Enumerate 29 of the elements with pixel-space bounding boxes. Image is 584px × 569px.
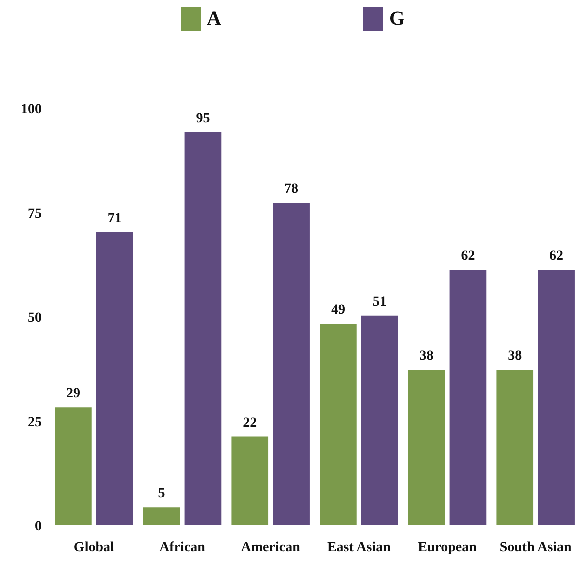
legend-label: G xyxy=(389,8,406,30)
y-tick-label: 50 xyxy=(28,311,42,326)
x-tick-label: Global xyxy=(74,540,114,556)
y-tick-label: 100 xyxy=(21,102,42,118)
data-label: 78 xyxy=(284,182,299,198)
x-tick-label: European xyxy=(418,540,478,556)
legend-label: A xyxy=(207,8,222,30)
x-tick-label: East Asian xyxy=(327,540,392,556)
data-label: 29 xyxy=(66,386,80,402)
data-label: 62 xyxy=(461,248,476,264)
data-label: 5 xyxy=(158,486,166,502)
bar xyxy=(448,268,488,527)
y-tick-label: 75 xyxy=(28,206,42,222)
data-label: 71 xyxy=(108,211,122,226)
bar xyxy=(183,130,224,527)
y-tick-label: 25 xyxy=(28,415,42,430)
bar xyxy=(142,506,182,527)
data-label: 62 xyxy=(550,248,564,264)
data-label: 38 xyxy=(508,349,522,364)
bar xyxy=(406,368,447,527)
x-tick-label: African xyxy=(160,540,206,556)
data-label: 51 xyxy=(372,294,387,310)
x-tick-label: American xyxy=(241,540,301,556)
x-tick-label: South Asian xyxy=(500,540,572,556)
data-label: 49 xyxy=(331,303,346,318)
data-label: 22 xyxy=(243,416,258,431)
y-tick-label: 0 xyxy=(35,520,42,534)
data-label: 95 xyxy=(196,111,210,126)
data-label: 38 xyxy=(420,349,434,364)
